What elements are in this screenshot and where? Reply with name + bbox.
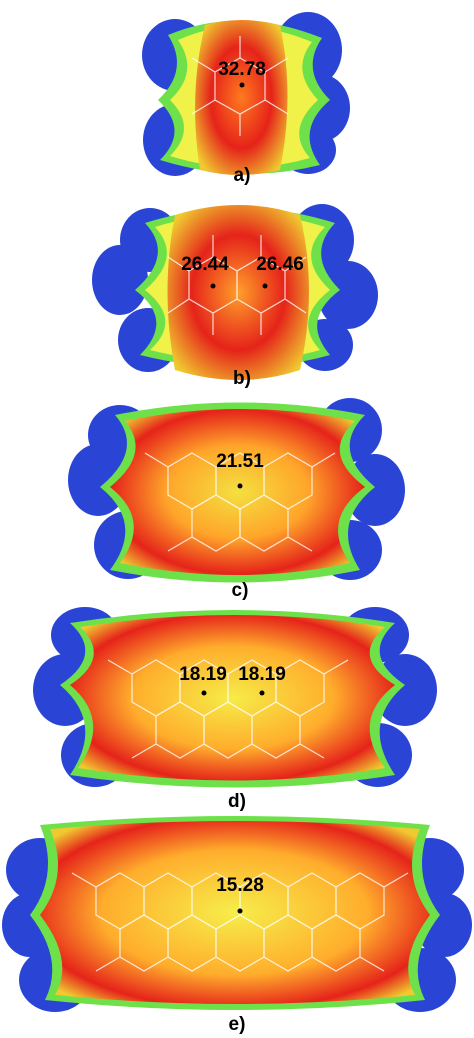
esp-value-b2: 26.46	[256, 254, 304, 275]
bonds-b	[167, 235, 307, 335]
panel-label-b: b)	[233, 368, 251, 389]
panel-a: 32.78 a)	[0, 0, 474, 195]
esp-map-c	[68, 398, 405, 583]
centroid-dot-d1	[201, 690, 207, 696]
bonds-d	[107, 659, 349, 759]
centroid-dot-b1	[210, 283, 216, 289]
panel-label-d: d)	[228, 791, 246, 812]
bonds-a	[191, 36, 289, 136]
panel-label-c: c)	[231, 580, 249, 601]
esp-value-a1: 32.78	[218, 59, 266, 80]
centroid-dot-e1	[237, 908, 243, 914]
esp-value-d2: 18.19	[238, 664, 286, 685]
centroid-dot-d2	[259, 690, 265, 696]
centroid-dot-c1	[237, 483, 243, 489]
panel-label-a: a)	[233, 165, 251, 186]
centroid-dot-b2	[262, 283, 268, 289]
bonds-c	[144, 452, 336, 552]
esp-value-e1: 15.28	[216, 875, 264, 896]
esp-map-d	[33, 607, 437, 788]
esp-value-c1: 21.51	[216, 451, 264, 472]
surface-c	[110, 409, 365, 575]
panel-c: 21.51 c)	[0, 395, 474, 605]
surface-core-a	[195, 20, 288, 175]
esp-map-b	[92, 204, 378, 380]
surface-e	[40, 821, 430, 1004]
surface-d	[70, 615, 395, 781]
surface-core-b	[167, 205, 309, 380]
esp-map-a	[142, 12, 350, 176]
bonds-e	[71, 872, 409, 972]
panel-label-e: e)	[228, 1014, 246, 1035]
panel-e: 15.28 e)	[0, 815, 474, 1038]
panel-b: 26.44 26.46 b)	[0, 195, 474, 395]
esp-map-e	[2, 816, 472, 1012]
centroid-dot-a1	[239, 82, 245, 88]
esp-value-d1: 18.19	[179, 664, 227, 685]
panel-d: 18.19 18.19 d)	[0, 605, 474, 815]
esp-value-b1: 26.44	[181, 254, 229, 275]
